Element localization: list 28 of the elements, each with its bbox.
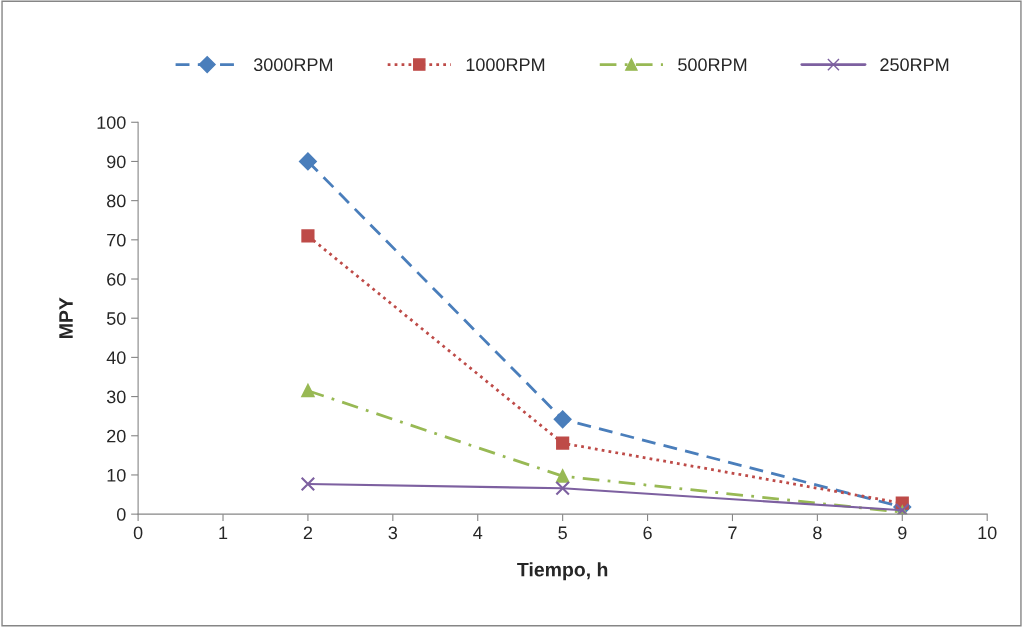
legend-label: 500RPM <box>678 58 747 72</box>
y-tick-label: 90 <box>107 155 126 169</box>
x-axis-title: Tiempo, h <box>517 562 608 581</box>
y-tick-label: 100 <box>97 116 126 129</box>
x-tick-label: 2 <box>303 526 313 540</box>
x-tick-label: 3 <box>388 526 398 540</box>
x-tick-label: 1 <box>219 526 228 540</box>
x-tick-label: 7 <box>728 526 737 540</box>
x-tick-label: 4 <box>473 526 483 540</box>
legend-label: 1000RPM <box>466 58 545 72</box>
y-tick-label: 0 <box>116 508 126 521</box>
y-tick-label: 10 <box>107 468 126 482</box>
y-axis-title: MPY <box>59 297 73 338</box>
x-tick-label: 8 <box>813 526 822 540</box>
x-tick-label: 9 <box>898 526 907 540</box>
x-tick-label: 10 <box>978 526 997 540</box>
x-tick-label: 6 <box>643 526 652 540</box>
y-tick-label: 50 <box>106 312 126 325</box>
legend-label: 3000RPM <box>253 58 333 72</box>
y-tick-label: 60 <box>107 272 126 286</box>
y-tick-label: 80 <box>107 194 126 208</box>
y-tick-label: 70 <box>107 233 126 247</box>
y-tick-label: 20 <box>107 429 126 443</box>
y-tick-label: 40 <box>106 351 126 365</box>
x-tick-label: 0 <box>133 526 143 540</box>
x-tick-label: 5 <box>558 526 567 540</box>
y-tick-label: 30 <box>106 390 126 404</box>
legend-label: 250RPM <box>880 58 949 72</box>
